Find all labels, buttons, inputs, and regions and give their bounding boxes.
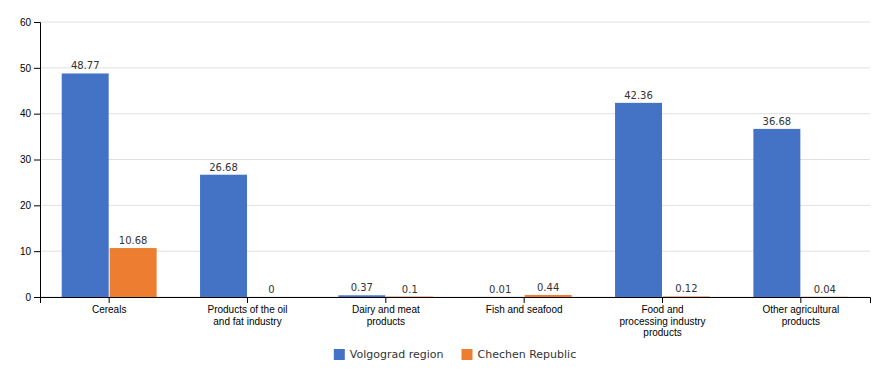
x-tick-mark: [247, 297, 248, 303]
y-tick-mark: [34, 205, 40, 206]
data-label: 0.1: [402, 284, 418, 295]
y-tick-mark: [34, 114, 40, 115]
y-tick-label: 10: [20, 246, 32, 257]
x-tick-mark: [109, 297, 110, 303]
data-label: 0.44: [537, 282, 559, 293]
x-tick-mark: [800, 297, 801, 303]
chart: 0 10 20 30 40 50 60 48.77 26.68 0.37 0.01 42.36 36.6…: [0, 0, 886, 385]
x-tick-label: Fish and seafood: [486, 304, 563, 315]
bar: [753, 129, 800, 297]
data-label: 48.77: [71, 60, 100, 71]
y-tick-label: 60: [20, 17, 32, 28]
data-label: 0.04: [814, 284, 836, 295]
data-label: 42.36: [624, 90, 653, 101]
y-tick-mark: [34, 160, 40, 161]
x-tick: Products of the oiland fat industry: [207, 297, 287, 327]
bar: [248, 297, 295, 298]
bar: [110, 248, 157, 297]
legend-item: Chechen Republic: [461, 348, 576, 361]
legend-swatch: [461, 349, 472, 360]
x-axis-line: [41, 298, 871, 304]
y-tick-label: 20: [20, 200, 32, 211]
x-tick: Dairy and meatproducts: [352, 297, 420, 327]
y-tick: 0: [25, 292, 40, 303]
x-tick-mark: [662, 297, 663, 303]
y-tick: 10: [20, 246, 40, 257]
y-tick-label: 30: [20, 154, 32, 165]
data-label: 0.01: [489, 284, 511, 295]
data-label: 26.68: [209, 162, 238, 173]
grid-line: [40, 22, 870, 23]
grid-line: [40, 113, 870, 114]
y-axis: 0 10 20 30 40 50 60: [20, 17, 41, 303]
legend-item: Volgograd region: [334, 348, 444, 361]
x-tick-label: Cereals: [92, 304, 126, 315]
x-tick-mark: [385, 297, 386, 303]
x-tick-label-line: products: [643, 327, 681, 338]
data-label: 36.68: [763, 116, 792, 127]
legend-label: Chechen Republic: [477, 348, 576, 361]
x-axis: Cereals Products of the oiland fat indust…: [41, 297, 871, 338]
x-tick-mark: [524, 297, 525, 303]
data-label: 0.12: [675, 283, 697, 294]
x-tick-label: Other agriculturalproducts: [762, 304, 839, 327]
y-tick: 40: [20, 108, 40, 119]
x-tick: Food andprocessing industryproducts: [619, 297, 705, 338]
bar: [338, 295, 385, 297]
y-tick-mark: [34, 297, 40, 298]
legend-label: Volgograd region: [350, 348, 444, 361]
bar: [386, 296, 433, 297]
y-tick-mark: [34, 251, 40, 252]
y-tick: 30: [20, 154, 40, 165]
x-tick-label-line: Dairy and meat: [352, 304, 420, 315]
data-label: 0: [268, 284, 274, 295]
x-tick-label-line: Food and: [641, 304, 683, 315]
y-axis-line: [34, 23, 41, 298]
x-tick: Cereals: [92, 297, 126, 315]
legend: Volgograd region Chechen Republic: [334, 348, 576, 361]
bar: [477, 296, 524, 297]
grid-line: [40, 251, 870, 252]
bar: [615, 103, 662, 297]
series: [62, 73, 801, 297]
bars: [62, 73, 849, 297]
y-tick: 50: [20, 63, 40, 74]
x-tick-label-line: products: [367, 316, 405, 327]
x-tick-label-line: Other agricultural: [762, 304, 839, 315]
y-tick-label: 50: [20, 63, 32, 74]
x-tick-label-line: Cereals: [92, 304, 126, 315]
grid-line: [40, 159, 870, 160]
bar: [525, 295, 572, 297]
y-tick-label: 0: [25, 292, 31, 303]
grid: [40, 22, 870, 297]
series: [110, 248, 849, 297]
x-tick-label: Dairy and meatproducts: [352, 304, 420, 327]
x-tick-label-line: Fish and seafood: [486, 304, 563, 315]
legend-swatch: [334, 349, 345, 360]
plot: 0 10 20 30 40 50 60 48.77 26.68 0.37 0.01 42.36 36.6…: [20, 17, 871, 338]
bar: [801, 296, 848, 297]
bar: [663, 296, 710, 297]
y-tick-label: 40: [20, 108, 32, 119]
x-tick-label-line: Products of the oil: [207, 304, 287, 315]
bar: [200, 175, 247, 297]
grid-line: [40, 67, 870, 68]
x-tick: Fish and seafood: [486, 297, 563, 315]
data-label: 0.37: [351, 282, 373, 293]
x-tick-label: Products of the oiland fat industry: [207, 304, 287, 327]
y-tick-mark: [34, 22, 40, 23]
y-tick: 60: [20, 17, 40, 28]
data-labels: 48.77 26.68 0.37 0.01 42.36 36.68 10.68 0 0.1 0.4…: [71, 60, 836, 295]
y-tick: 20: [20, 200, 40, 211]
x-tick-label-line: processing industry: [619, 316, 705, 327]
x-tick-label: Food andprocessing industryproducts: [619, 304, 705, 338]
grid-line: [40, 205, 870, 206]
bar: [62, 73, 109, 297]
x-tick: Other agriculturalproducts: [762, 297, 839, 327]
x-tick-label-line: and fat industry: [213, 316, 281, 327]
x-tick-label-line: products: [782, 316, 820, 327]
y-tick-mark: [34, 68, 40, 69]
data-label: 10.68: [119, 235, 148, 246]
